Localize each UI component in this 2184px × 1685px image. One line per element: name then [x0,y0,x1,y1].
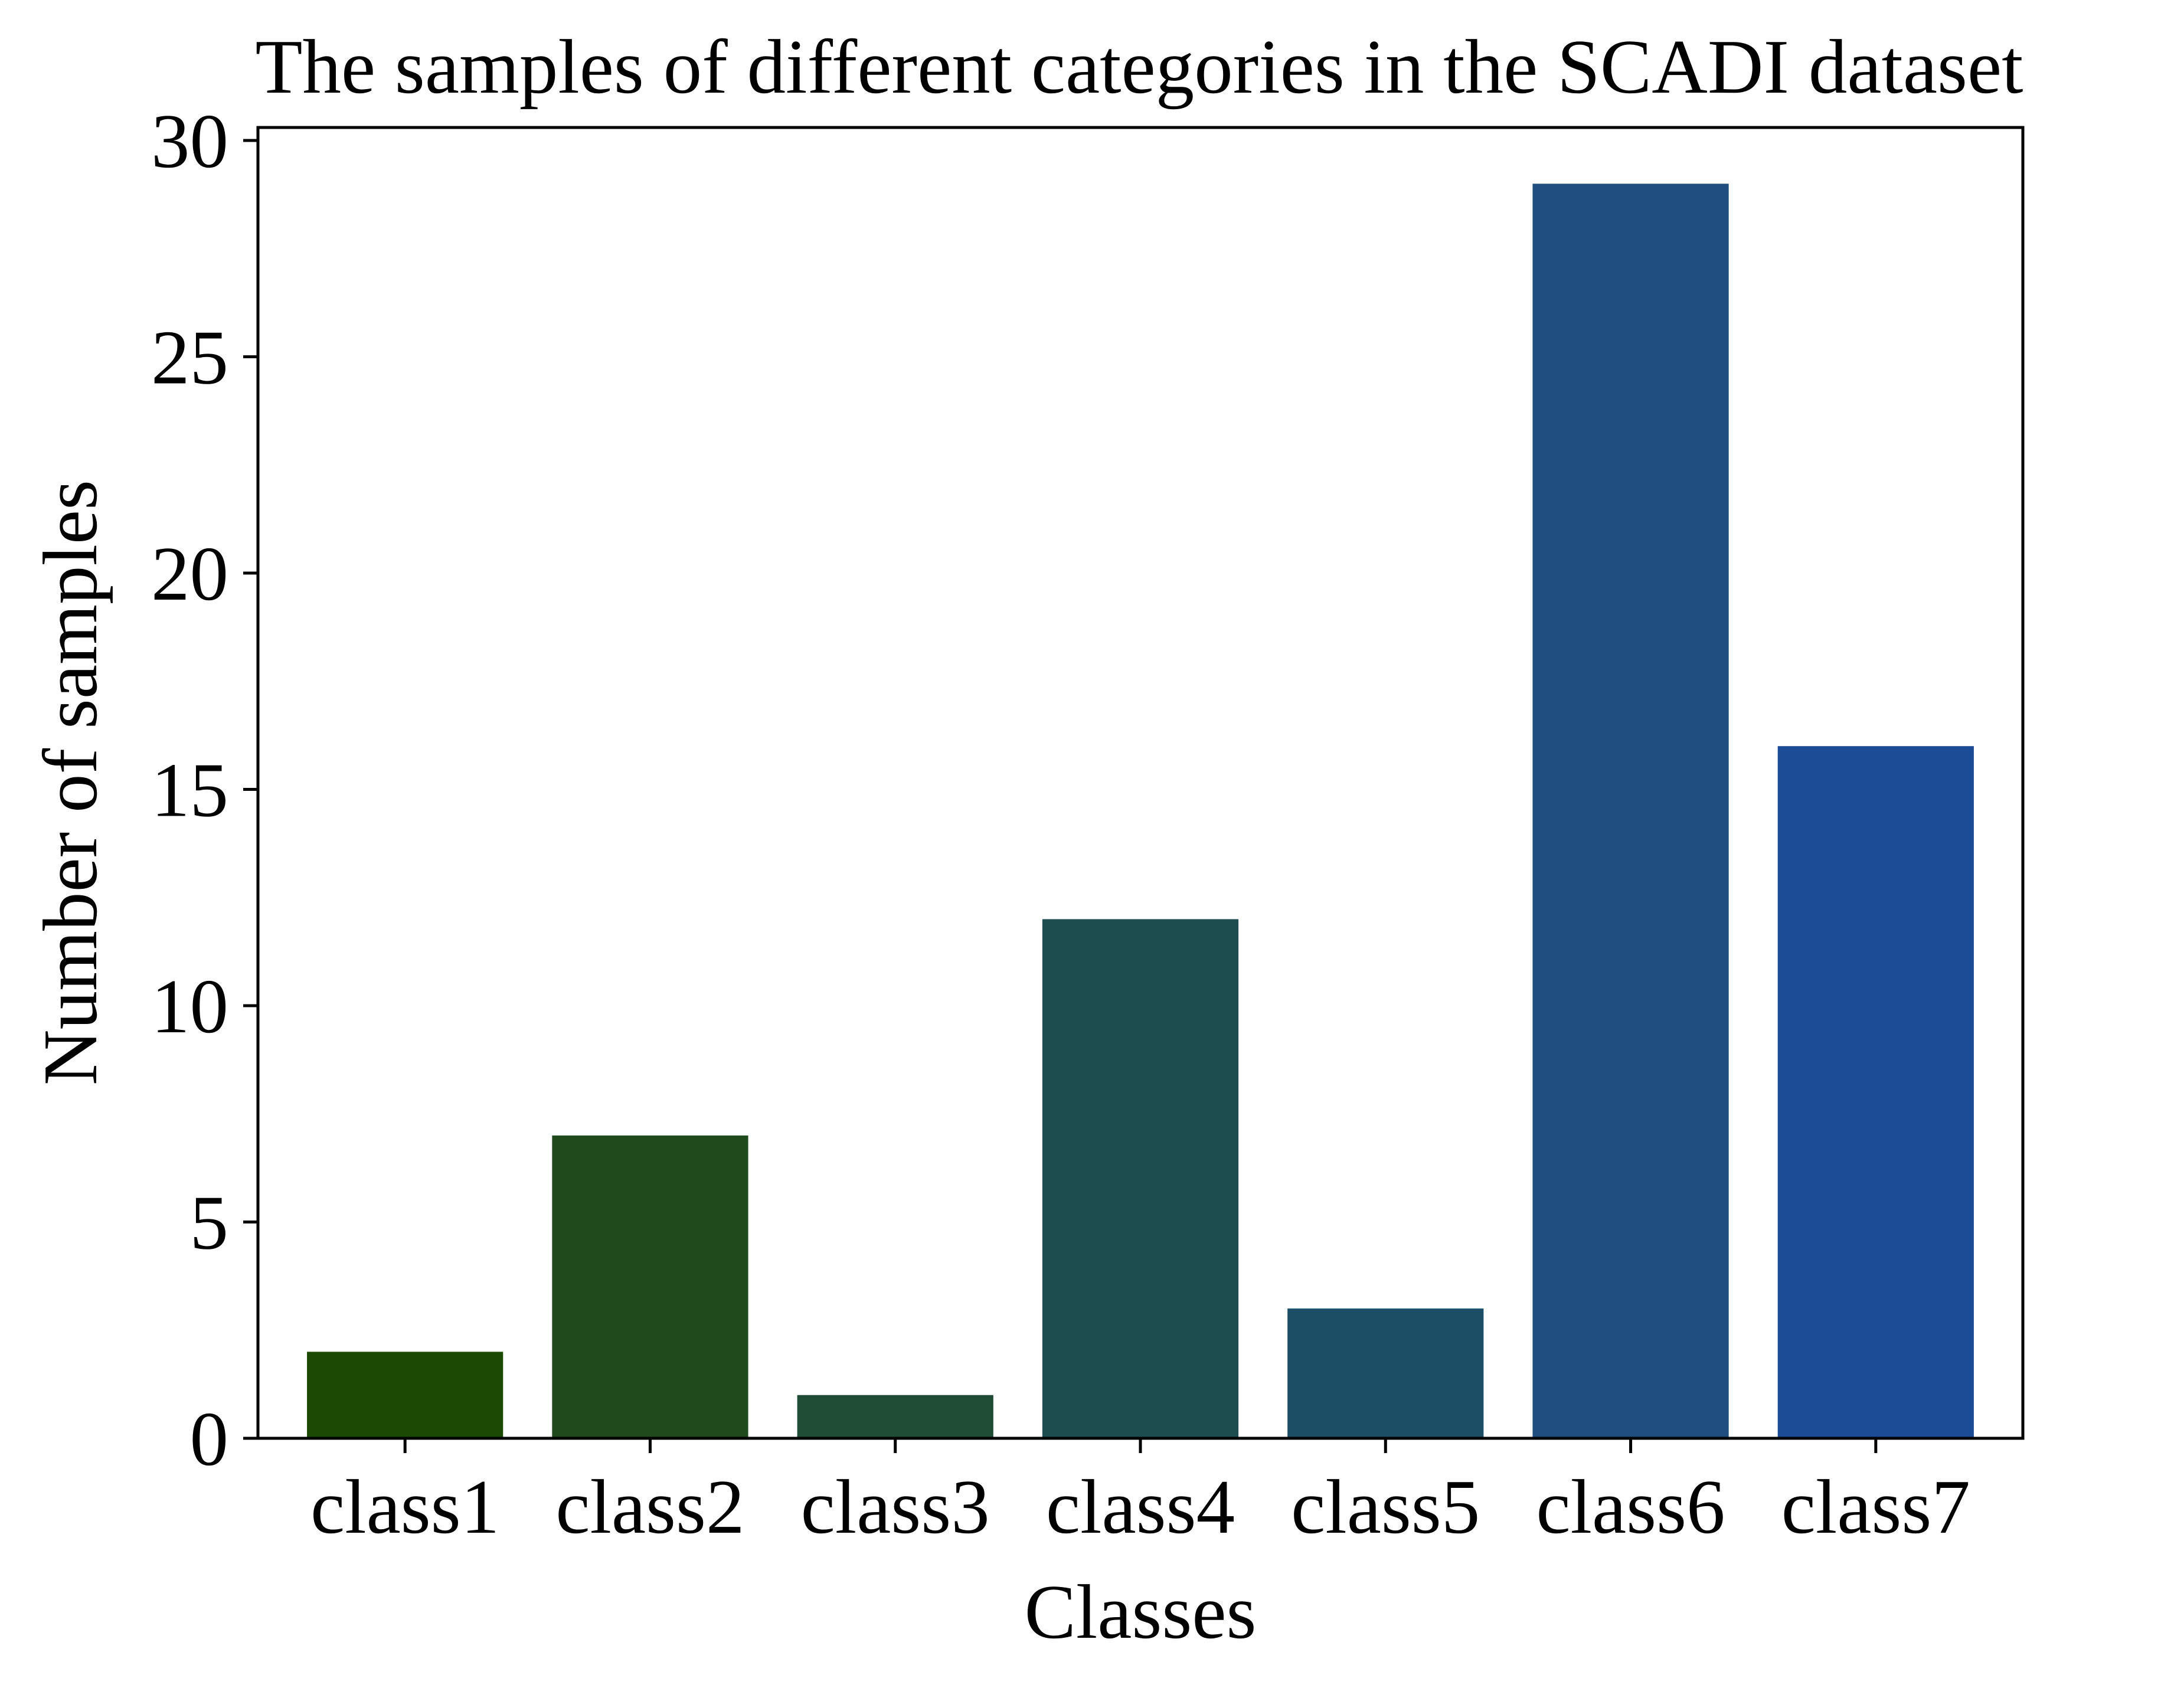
x-axis-label: Classes [1025,1569,1257,1655]
y-tick-label: 5 [190,1180,229,1265]
y-tick-label: 0 [190,1396,229,1482]
x-tick-label: class4 [1046,1464,1235,1550]
x-tick-label: class3 [801,1464,990,1550]
chart-title: The samples of different categories in t… [255,24,2023,110]
bar-class7 [1777,746,1974,1438]
y-tick-label: 20 [151,531,228,617]
x-tick-label: class6 [1536,1464,1725,1550]
y-tick-label: 15 [151,747,228,833]
bar-group [307,184,1974,1438]
x-tick-label: class2 [555,1464,744,1550]
bar-class5 [1287,1308,1484,1438]
bar-class2 [552,1135,748,1438]
y-tick-label: 10 [151,964,228,1049]
x-tick-label: class5 [1291,1464,1480,1550]
bar-class6 [1532,184,1729,1438]
x-axis-ticks: class1 class2 class3 class4 class5 class6 clas… [310,1438,1970,1550]
y-axis-label: Number of samples [28,480,113,1085]
bar-class1 [307,1352,504,1438]
bar-class4 [1042,919,1239,1438]
y-tick-label: 25 [151,315,228,400]
bar-class3 [797,1395,993,1438]
y-axis-ticks: 0 5 10 15 20 25 30 [151,99,258,1482]
x-tick-label: class7 [1781,1464,1970,1550]
y-tick-label: 30 [151,99,228,184]
x-tick-label: class1 [310,1464,499,1550]
plot-frame [256,126,2025,1440]
